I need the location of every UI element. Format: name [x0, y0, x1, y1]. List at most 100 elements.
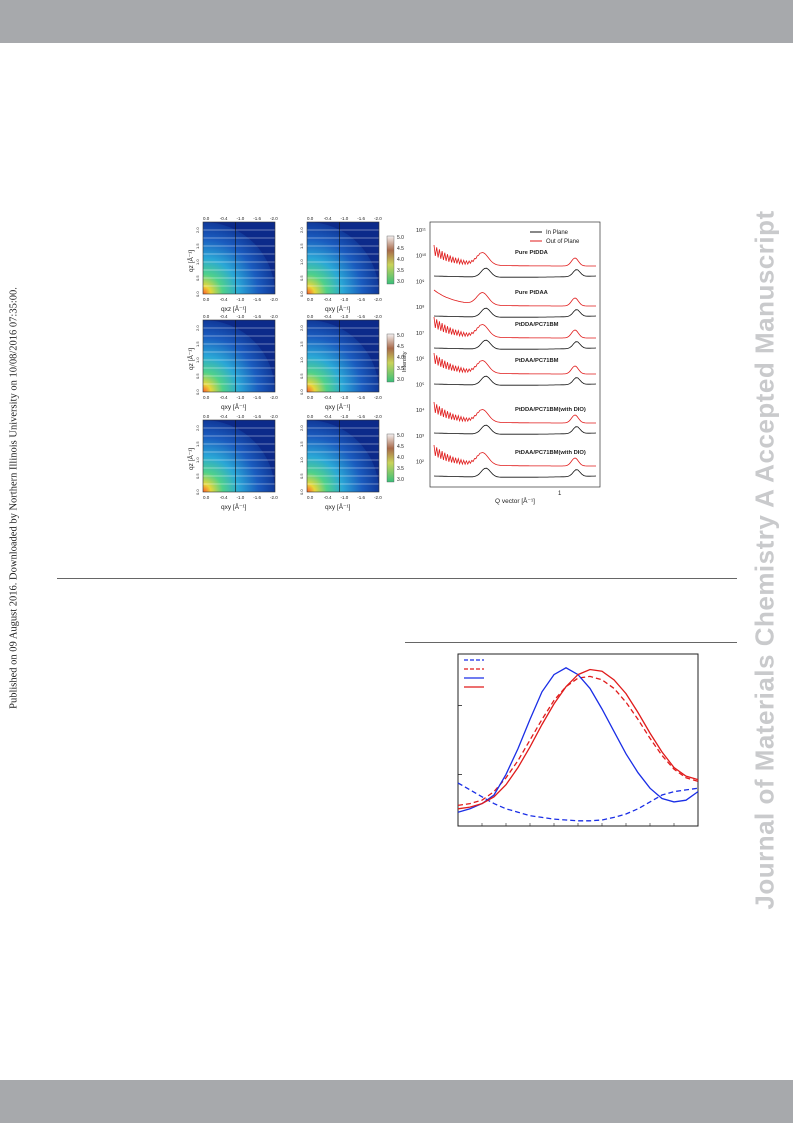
colorbar-tick-label: 3.5 [397, 466, 404, 472]
map-bottom-tick-label: -0.4 [324, 395, 332, 400]
map-top-tick-label: -1.6 [253, 414, 261, 419]
map-intensity [203, 222, 275, 294]
map-bottom-tick-label: -0.4 [324, 297, 332, 302]
map-y-tick-label: 1.5 [195, 441, 200, 447]
profile-trace-4: PtDAA/PC71BM [433, 352, 597, 386]
colorbar-tick-label: 3.5 [397, 366, 404, 372]
publication-note: Published on 09 August 2016. Downloaded … [8, 287, 20, 709]
map-bottom-tick-label: -1.6 [253, 395, 261, 400]
map-y-axis-label: qz [Å⁻¹] [186, 448, 195, 470]
map-top-tick-label: -2.0 [270, 314, 278, 319]
map-x-axis-label: qxy [Å⁻¹] [221, 502, 247, 511]
map-top-tick-label: 0.0 [307, 414, 314, 419]
profile-x-tick-label: 1 [558, 491, 562, 497]
colorbar-tick-label: 3.5 [397, 268, 404, 274]
colorbar-tick-label: 4.0 [397, 355, 404, 361]
map-top-tick-label: -1.6 [253, 314, 261, 319]
profile-trace-1: Pure PtDDA [433, 244, 597, 278]
legend-in-plane: In Plane [546, 230, 569, 236]
map-top-tick-label: -1.6 [357, 414, 365, 419]
map-bottom-tick-label: -0.4 [220, 297, 228, 302]
colorbar-tick-label: 3.0 [397, 477, 404, 483]
profile-trace-3: PtDDA/PC71BM [433, 316, 597, 350]
map-bottom-tick-label: 0.0 [307, 495, 314, 500]
profile-x-axis-label: Q vector [Å⁻¹] [495, 496, 535, 505]
colorbar-gradient [386, 333, 395, 383]
profile-y-tick-label: 10⁴ [416, 407, 425, 414]
map-bottom-tick-label: 0.0 [203, 297, 210, 302]
colorbar-tick-label: 3.0 [397, 377, 404, 383]
map-bottom-tick-label: -1.6 [253, 495, 261, 500]
in-plane-line [433, 424, 597, 435]
map-y-tick-label: 0.0 [299, 489, 304, 495]
chart-series-line-1 [457, 782, 699, 822]
out-of-plane-line [433, 316, 596, 339]
map-bottom-tick-label: -1.0 [236, 395, 244, 400]
map-top-tick-label: 0.0 [307, 314, 314, 319]
map-x-axis-label: qxy [Å⁻¹] [325, 502, 351, 511]
map-y-tick-label: 1.0 [299, 457, 304, 463]
map-bottom-tick-label: -1.6 [357, 495, 365, 500]
in-plane-line [433, 339, 597, 350]
colorbar-tick-label: 3.0 [397, 279, 404, 285]
map-y-axis-label: qz [Å⁻¹] [186, 250, 195, 272]
map-top-tick-label: -2.0 [270, 216, 278, 221]
map-top-tick-label: -1.0 [340, 216, 348, 221]
giwaxs-map-r1-c1: 0.00.0-0.4-0.4-1.0-1.0-1.6-1.6-2.0-2.0qx… [186, 216, 278, 313]
in-plane-line [433, 267, 597, 278]
out-of-plane-line [433, 352, 596, 375]
map-bottom-tick-label: -2.0 [270, 297, 278, 302]
profile-y-tick-label: 10⁹ [416, 278, 424, 285]
map-top-tick-label: -1.0 [236, 414, 244, 419]
map-y-tick-label: 2.0 [299, 227, 304, 233]
map-top-tick-label: 0.0 [203, 414, 210, 419]
profile-y-axis-label: Intensity [402, 351, 408, 372]
map-bottom-tick-label: -1.6 [357, 297, 365, 302]
profile-y-tick-label: 10⁸ [416, 304, 424, 311]
map-y-tick-label: 1.0 [299, 357, 304, 363]
map-bottom-tick-label: -1.6 [253, 297, 261, 302]
top-header-bar [0, 0, 793, 43]
map-x-axis-label: qxz [Å⁻¹] [221, 304, 247, 313]
map-bottom-tick-label: -1.6 [357, 395, 365, 400]
giwaxs-map-r3-c2: 0.00.0-0.4-0.4-1.0-1.0-1.6-1.6-2.0-2.0qx… [299, 414, 404, 511]
map-bottom-tick-label: -0.4 [220, 495, 228, 500]
map-y-tick-label: 0.5 [299, 473, 304, 479]
map-frame [306, 419, 380, 493]
map-top-tick-label: -1.0 [236, 216, 244, 221]
in-plane-line [433, 307, 597, 318]
map-bottom-tick-label: -2.0 [374, 495, 382, 500]
map-top-tick-label: -2.0 [374, 314, 382, 319]
map-y-tick-label: 1.5 [195, 341, 200, 347]
map-top-tick-label: -1.6 [357, 314, 365, 319]
profile-y-tick-label: 10⁵ [416, 381, 424, 388]
colorbar-tick-label: 5.0 [397, 433, 404, 439]
sample-label: Pure PtDDA [515, 250, 549, 256]
out-of-plane-line [433, 444, 596, 467]
colorbar-tick-label: 5.0 [397, 333, 404, 339]
map-intensity [203, 320, 275, 392]
map-intensity [307, 320, 379, 392]
map-x-axis-label: qxy [Å⁻¹] [325, 402, 351, 411]
map-bottom-tick-label: 0.0 [203, 495, 210, 500]
out-of-plane-line [433, 401, 596, 424]
map-frame [202, 419, 276, 493]
map-frame [306, 319, 380, 393]
legend-out-of-plane: Out of Plane [546, 239, 580, 245]
profile-y-tick-label: 10⁷ [416, 330, 424, 337]
colorbar-tick-label: 4.0 [397, 257, 404, 263]
map-top-tick-label: -2.0 [270, 414, 278, 419]
map-intensity [307, 222, 379, 294]
giwaxs-map-r3-c1: 0.00.0-0.4-0.4-1.0-1.0-1.6-1.6-2.0-2.0qx… [186, 414, 278, 511]
map-top-tick-label: -0.4 [324, 314, 332, 319]
colorbar-tick-label: 4.0 [397, 455, 404, 461]
map-y-tick-label: 1.0 [195, 259, 200, 265]
map-y-tick-label: 0.5 [299, 275, 304, 281]
figure-absorption-chart [457, 653, 699, 827]
map-top-tick-label: -0.4 [324, 414, 332, 419]
map-y-tick-label: 1.5 [299, 441, 304, 447]
map-y-tick-label: 1.0 [195, 357, 200, 363]
map-top-tick-label: -2.0 [374, 414, 382, 419]
map-y-tick-label: 0.0 [195, 389, 200, 395]
map-bottom-tick-label: 0.0 [307, 297, 314, 302]
